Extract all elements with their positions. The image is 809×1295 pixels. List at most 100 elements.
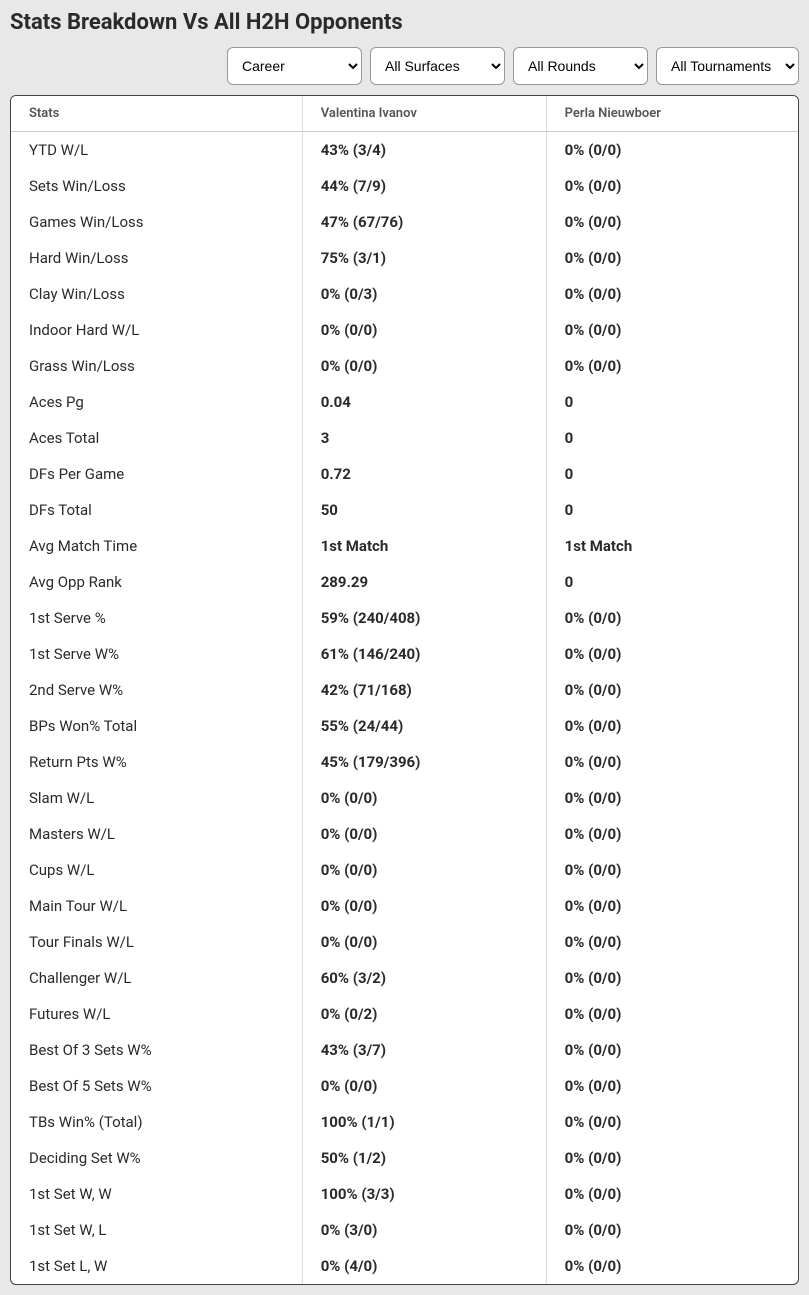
stat-value-player2: 0 (546, 492, 798, 528)
stat-label: Main Tour W/L (11, 888, 302, 924)
stat-label: YTD W/L (11, 132, 302, 169)
stat-value-player1: 289.29 (302, 564, 546, 600)
stat-value-player2: 0% (0/0) (546, 1176, 798, 1212)
stat-value-player1: 1st Match (302, 528, 546, 564)
stat-value-player2: 0 (546, 456, 798, 492)
stat-label: Challenger W/L (11, 960, 302, 996)
stat-label: Best Of 3 Sets W% (11, 1032, 302, 1068)
table-row: 1st Set W, W100% (3/3)0% (0/0) (11, 1176, 798, 1212)
stat-value-player2: 0% (0/0) (546, 1248, 798, 1284)
stat-label: BPs Won% Total (11, 708, 302, 744)
stat-label: Avg Match Time (11, 528, 302, 564)
stat-value-player2: 0% (0/0) (546, 240, 798, 276)
table-row: Best Of 5 Sets W%0% (0/0)0% (0/0) (11, 1068, 798, 1104)
stat-label: 2nd Serve W% (11, 672, 302, 708)
stat-value-player1: 3 (302, 420, 546, 456)
stat-value-player2: 0 (546, 384, 798, 420)
table-row: DFs Total500 (11, 492, 798, 528)
column-header-player2: Perla Nieuwboer (546, 96, 798, 132)
stat-value-player1: 0% (0/0) (302, 924, 546, 960)
table-row: 1st Set W, L0% (3/0)0% (0/0) (11, 1212, 798, 1248)
stat-value-player2: 0% (0/0) (546, 1104, 798, 1140)
stat-value-player1: 44% (7/9) (302, 168, 546, 204)
stat-value-player2: 0% (0/0) (546, 348, 798, 384)
stat-value-player1: 61% (146/240) (302, 636, 546, 672)
stat-label: Avg Opp Rank (11, 564, 302, 600)
stat-label: Tour Finals W/L (11, 924, 302, 960)
stat-value-player1: 0% (0/0) (302, 780, 546, 816)
stat-label: 1st Serve % (11, 600, 302, 636)
table-row: Avg Opp Rank289.290 (11, 564, 798, 600)
stat-label: Slam W/L (11, 780, 302, 816)
stat-value-player2: 0% (0/0) (546, 636, 798, 672)
stats-table: Stats Valentina Ivanov Perla Nieuwboer Y… (11, 96, 798, 1284)
stat-value-player1: 0.72 (302, 456, 546, 492)
table-row: Avg Match Time1st Match1st Match (11, 528, 798, 564)
stat-value-player1: 0% (0/0) (302, 312, 546, 348)
table-row: Cups W/L0% (0/0)0% (0/0) (11, 852, 798, 888)
stat-value-player2: 0% (0/0) (546, 816, 798, 852)
stat-value-player2: 0% (0/0) (546, 960, 798, 996)
table-row: Tour Finals W/L0% (0/0)0% (0/0) (11, 924, 798, 960)
stat-value-player2: 0% (0/0) (546, 312, 798, 348)
stat-label: Futures W/L (11, 996, 302, 1032)
stat-value-player1: 0% (0/0) (302, 816, 546, 852)
stat-value-player1: 55% (24/44) (302, 708, 546, 744)
table-row: TBs Win% (Total)100% (1/1)0% (0/0) (11, 1104, 798, 1140)
stat-label: Best Of 5 Sets W% (11, 1068, 302, 1104)
stat-value-player2: 0% (0/0) (546, 780, 798, 816)
stat-value-player2: 0% (0/0) (546, 924, 798, 960)
stat-label: Grass Win/Loss (11, 348, 302, 384)
table-row: BPs Won% Total55% (24/44)0% (0/0) (11, 708, 798, 744)
table-row: Aces Pg0.040 (11, 384, 798, 420)
stat-label: Cups W/L (11, 852, 302, 888)
stat-label: DFs Per Game (11, 456, 302, 492)
table-row: Games Win/Loss47% (67/76)0% (0/0) (11, 204, 798, 240)
tournament-select[interactable]: All Tournaments (656, 47, 799, 85)
page-title: Stats Breakdown Vs All H2H Opponents (10, 10, 799, 35)
stat-value-player1: 0% (4/0) (302, 1248, 546, 1284)
stat-value-player2: 0% (0/0) (546, 744, 798, 780)
stat-value-player2: 0% (0/0) (546, 132, 798, 169)
stat-label: Clay Win/Loss (11, 276, 302, 312)
stat-label: Aces Pg (11, 384, 302, 420)
table-row: 2nd Serve W%42% (71/168)0% (0/0) (11, 672, 798, 708)
surface-select[interactable]: All Surfaces (370, 47, 505, 85)
stat-value-player1: 0% (0/2) (302, 996, 546, 1032)
stat-label: Deciding Set W% (11, 1140, 302, 1176)
table-row: YTD W/L43% (3/4)0% (0/0) (11, 132, 798, 169)
column-header-player1: Valentina Ivanov (302, 96, 546, 132)
stat-value-player1: 0% (3/0) (302, 1212, 546, 1248)
stat-label: 1st Set W, W (11, 1176, 302, 1212)
table-row: Aces Total30 (11, 420, 798, 456)
filters-bar: Career All Surfaces All Rounds All Tourn… (10, 47, 799, 85)
stat-value-player1: 0% (0/0) (302, 888, 546, 924)
table-row: Futures W/L0% (0/2)0% (0/0) (11, 996, 798, 1032)
stat-value-player2: 0% (0/0) (546, 852, 798, 888)
stat-label: Sets Win/Loss (11, 168, 302, 204)
stat-value-player1: 60% (3/2) (302, 960, 546, 996)
stat-value-player2: 0% (0/0) (546, 204, 798, 240)
table-row: Slam W/L0% (0/0)0% (0/0) (11, 780, 798, 816)
stat-value-player1: 45% (179/396) (302, 744, 546, 780)
table-row: Best Of 3 Sets W%43% (3/7)0% (0/0) (11, 1032, 798, 1068)
stat-label: DFs Total (11, 492, 302, 528)
stat-value-player2: 0% (0/0) (546, 708, 798, 744)
stat-value-player2: 0 (546, 564, 798, 600)
table-row: Indoor Hard W/L0% (0/0)0% (0/0) (11, 312, 798, 348)
stat-label: Games Win/Loss (11, 204, 302, 240)
table-row: Sets Win/Loss44% (7/9)0% (0/0) (11, 168, 798, 204)
stat-value-player1: 42% (71/168) (302, 672, 546, 708)
stat-value-player1: 0% (0/0) (302, 1068, 546, 1104)
stat-value-player2: 0% (0/0) (546, 888, 798, 924)
stat-value-player2: 0% (0/0) (546, 1032, 798, 1068)
round-select[interactable]: All Rounds (513, 47, 648, 85)
stat-value-player2: 0% (0/0) (546, 672, 798, 708)
stat-value-player1: 59% (240/408) (302, 600, 546, 636)
stat-value-player2: 0% (0/0) (546, 996, 798, 1032)
stat-value-player1: 50 (302, 492, 546, 528)
stat-value-player2: 0% (0/0) (546, 276, 798, 312)
timeframe-select[interactable]: Career (227, 47, 362, 85)
stat-value-player2: 0% (0/0) (546, 600, 798, 636)
table-row: Return Pts W%45% (179/396)0% (0/0) (11, 744, 798, 780)
